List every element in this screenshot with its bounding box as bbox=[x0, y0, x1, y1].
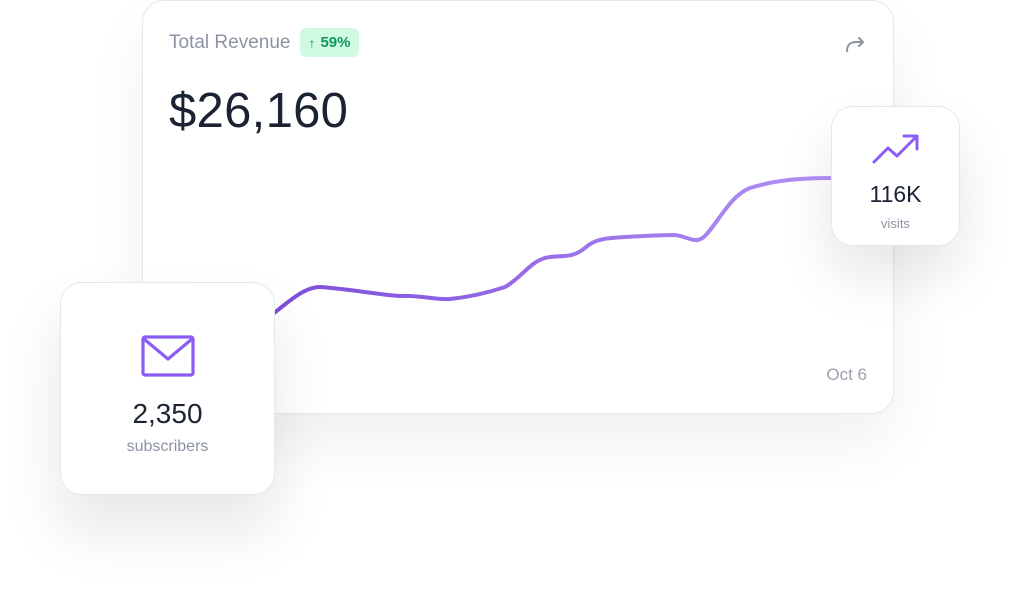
arrow-up-icon: ↑ bbox=[308, 34, 316, 51]
growth-badge: ↑ 59% bbox=[300, 28, 359, 57]
revenue-title: Total Revenue bbox=[169, 31, 291, 53]
growth-percent: 59% bbox=[320, 34, 351, 51]
visits-value: 116K bbox=[869, 181, 922, 207]
trending-up-icon bbox=[872, 134, 918, 164]
revenue-card-header: Total Revenue ↑ 59% bbox=[169, 28, 359, 57]
subscribers-value: 2,350 bbox=[132, 398, 203, 429]
subscribers-label: subscribers bbox=[126, 438, 209, 455]
revenue-value: $26,160 bbox=[169, 84, 349, 138]
date-label: Oct 6 bbox=[826, 365, 867, 384]
visits-label: visits bbox=[881, 216, 910, 231]
subscribers-card: 2,350 subscribers bbox=[60, 282, 275, 495]
share-arrow-icon[interactable] bbox=[843, 33, 867, 57]
visits-card: 116K visits bbox=[831, 106, 960, 246]
mail-icon bbox=[140, 335, 195, 377]
